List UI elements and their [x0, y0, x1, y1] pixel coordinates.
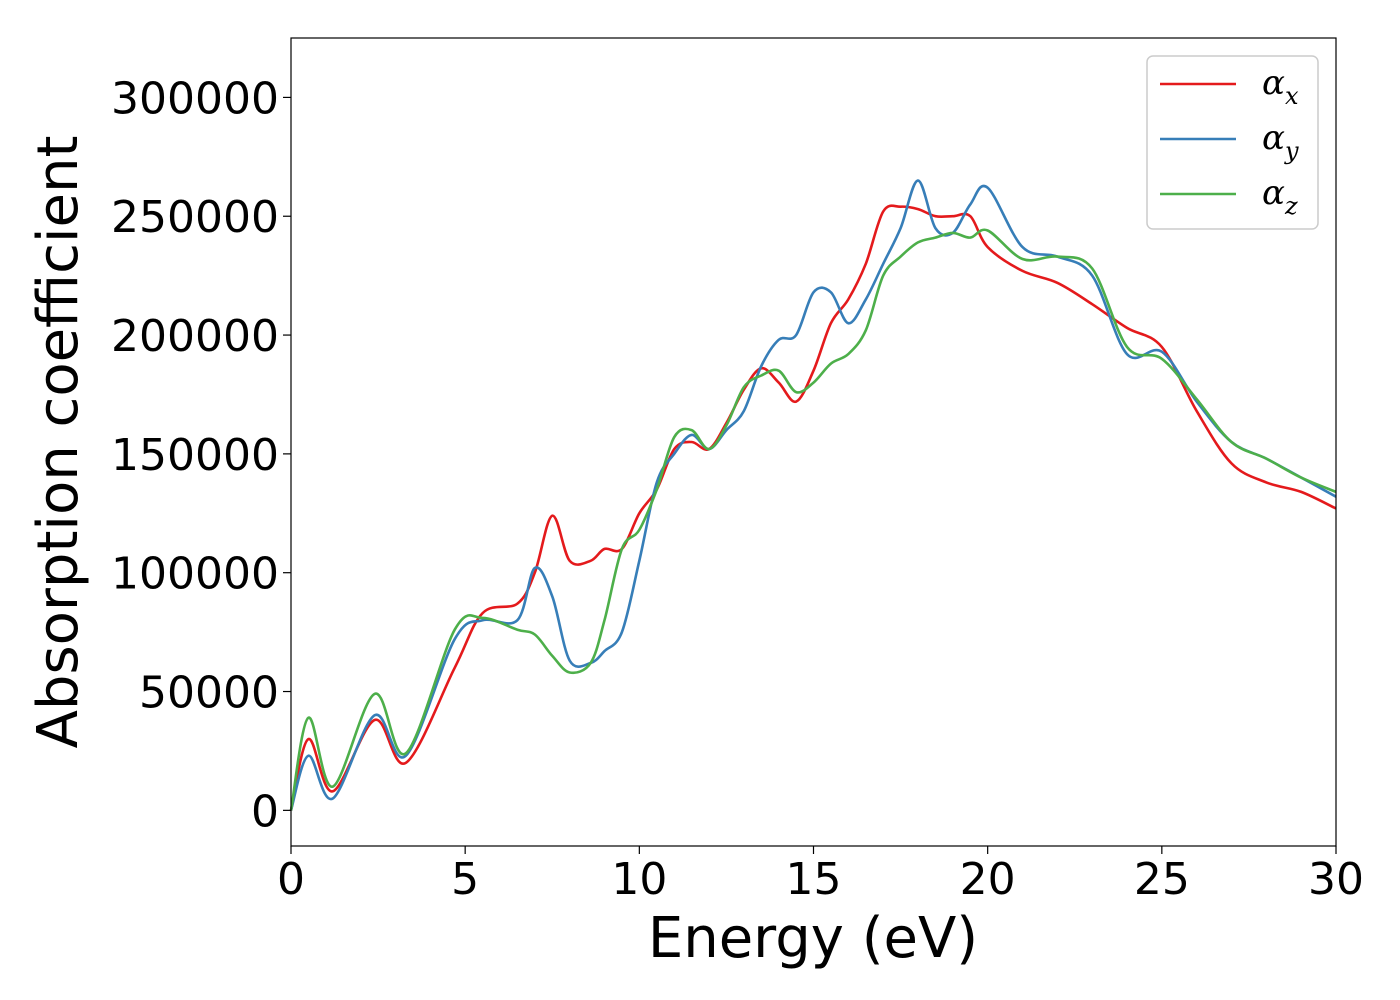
x-tick-label: 5: [451, 854, 479, 905]
y-tick-label: 100000: [111, 549, 279, 600]
x-tick-label: 10: [611, 854, 667, 905]
legend-label-z: αz: [1262, 173, 1298, 220]
y-tick-label: 250000: [111, 192, 279, 243]
series-line-y: [289, 179, 1337, 811]
x-tick-label: 15: [786, 854, 842, 905]
y-tick-label: 50000: [139, 668, 279, 719]
y-tick-label: 0: [251, 786, 279, 837]
series-line-x: [289, 204, 1337, 811]
x-axis-label: Energy (eV): [648, 906, 978, 971]
x-tick-label: 25: [1134, 854, 1190, 905]
series-line-z: [289, 228, 1337, 811]
series-group: [289, 179, 1337, 811]
x-tick-label: 20: [960, 854, 1016, 905]
y-axis-ticks: 0 50000 100000 150000 200000 250000 300000: [111, 73, 291, 837]
legend-label-x: αx: [1262, 63, 1299, 110]
y-tick-label: 150000: [111, 430, 279, 481]
legend-subscript: x: [1285, 82, 1299, 110]
legend: αx αy αz: [1146, 55, 1319, 230]
x-tick-label: 0: [277, 854, 305, 905]
legend-subscript: y: [1284, 137, 1299, 165]
x-axis-ticks: 0 5 10 15 20 25 30: [277, 846, 1364, 905]
y-tick-label: 200000: [111, 311, 279, 362]
legend-frame: [1146, 55, 1319, 230]
legend-label-y: αy: [1262, 118, 1299, 165]
y-tick-label: 300000: [111, 73, 279, 124]
legend-subscript: z: [1284, 192, 1298, 220]
x-tick-label: 30: [1308, 854, 1364, 905]
y-axis-label: Absorption coefficient: [26, 136, 91, 749]
